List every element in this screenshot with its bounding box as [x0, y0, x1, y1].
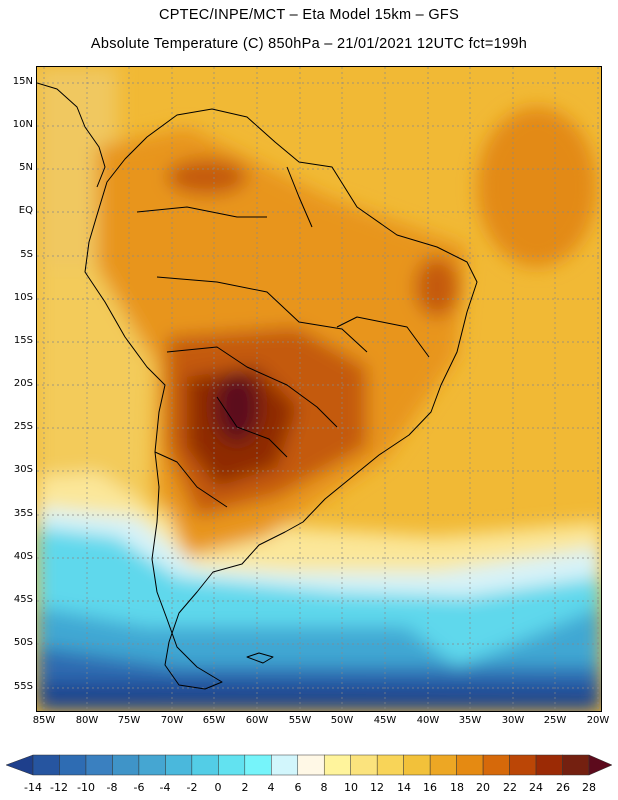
colorbar-label: -4	[159, 781, 171, 794]
colorbar-arrow-left	[6, 754, 34, 776]
field-ne-warm	[415, 257, 459, 317]
lat-label: 35S	[13, 508, 33, 519]
chart-subtitle: Absolute Temperature (C) 850hPa – 21/01/…	[90, 36, 528, 52]
colorbar	[6, 754, 612, 776]
lon-label: 45W	[373, 715, 397, 726]
border	[336, 316, 430, 358]
lon-label: 60W	[245, 715, 269, 726]
lat-label: 15S	[13, 335, 33, 346]
colorbar-cell	[562, 754, 590, 776]
colorbar-cell	[32, 754, 60, 776]
colorbar-cell	[165, 754, 193, 776]
lon-label: 70W	[160, 715, 184, 726]
colorbar-label: 24	[529, 781, 543, 794]
lat-label: 10N	[12, 119, 33, 130]
colorbar-cell	[376, 754, 404, 776]
colorbar-label: 0	[214, 781, 222, 794]
lon-label: 35W	[458, 715, 482, 726]
colorbar-label: 20	[476, 781, 490, 794]
lat-label: 40S	[13, 551, 33, 562]
field-core-max	[215, 372, 259, 442]
colorbar-cell	[535, 754, 563, 776]
colorbar-label: 26	[556, 781, 570, 794]
colorbar-cell	[138, 754, 166, 776]
lat-label: 55S	[13, 681, 33, 692]
colorbar-label: 18	[450, 781, 464, 794]
colorbar-cell	[59, 754, 87, 776]
colorbar-cell	[429, 754, 457, 776]
colorbar-label: 4	[267, 781, 275, 794]
field-atlantic-orange	[477, 107, 597, 267]
colorbar-cell	[271, 754, 299, 776]
colorbar-label: -8	[106, 781, 118, 794]
border	[166, 346, 338, 428]
colorbar-arrow-right	[588, 754, 612, 776]
lon-label: 25W	[543, 715, 567, 726]
colorbar-label: -6	[133, 781, 145, 794]
colorbar-label: -2	[186, 781, 198, 794]
colorbar-label: 2	[241, 781, 249, 794]
border	[156, 276, 368, 353]
lon-label: 80W	[75, 715, 99, 726]
colorbar-cell	[350, 754, 378, 776]
colorbar-cell	[482, 754, 510, 776]
coastlines	[37, 82, 478, 690]
lat-label: 50S	[13, 637, 33, 648]
colorbar-label: -12	[50, 781, 68, 794]
lat-label: 5N	[19, 162, 33, 173]
colorbar-cell	[244, 754, 272, 776]
field-andes-north	[167, 159, 247, 195]
colorbar-cell	[403, 754, 431, 776]
border	[136, 206, 267, 218]
lon-label: 65W	[202, 715, 226, 726]
colorbar-label: 10	[344, 781, 358, 794]
colorbar-label: -10	[77, 781, 95, 794]
lat-label: 10S	[13, 292, 33, 303]
colorbar-cell	[112, 754, 140, 776]
colorbar-label: 8	[320, 781, 328, 794]
colorbar-cell	[85, 754, 113, 776]
border	[154, 451, 228, 508]
lat-label: 5S	[20, 249, 33, 260]
colorbar-label: -14	[24, 781, 42, 794]
lon-label: 20W	[586, 715, 610, 726]
lon-label: 40W	[416, 715, 440, 726]
colorbar-cell	[456, 754, 484, 776]
lat-label: EQ	[18, 205, 33, 216]
colorbar-cell	[297, 754, 325, 776]
lat-label: 25S	[13, 421, 33, 432]
colorbar-cell	[509, 754, 537, 776]
lon-label: 55W	[288, 715, 312, 726]
chart-title: CPTEC/INPE/MCT – Eta Model 15km – GFS	[158, 7, 460, 23]
colorbar-label: 14	[397, 781, 411, 794]
lat-label: 20S	[13, 378, 33, 389]
border	[286, 166, 313, 228]
colorbar-label: 22	[503, 781, 517, 794]
graticule	[37, 67, 601, 711]
temperature-map	[36, 66, 602, 712]
lon-label: 85W	[32, 715, 56, 726]
south-america-outline	[84, 108, 478, 690]
lat-label: 15N	[12, 76, 33, 87]
falklands-outline	[246, 652, 274, 664]
colorbar-label: 6	[294, 781, 302, 794]
lon-label: 50W	[330, 715, 354, 726]
lon-label: 75W	[117, 715, 141, 726]
colorbar-cell	[323, 754, 351, 776]
lat-label: 30S	[13, 464, 33, 475]
colorbar-label: 28	[582, 781, 596, 794]
lon-label: 30W	[501, 715, 525, 726]
colorbar-cell	[191, 754, 219, 776]
colorbar-cell	[218, 754, 246, 776]
field-band-deepblue	[37, 682, 601, 711]
colorbar-label: 12	[370, 781, 384, 794]
lat-label: 45S	[13, 594, 33, 605]
colorbar-label: 16	[423, 781, 437, 794]
central-america-outline	[37, 82, 106, 188]
border	[216, 396, 288, 458]
